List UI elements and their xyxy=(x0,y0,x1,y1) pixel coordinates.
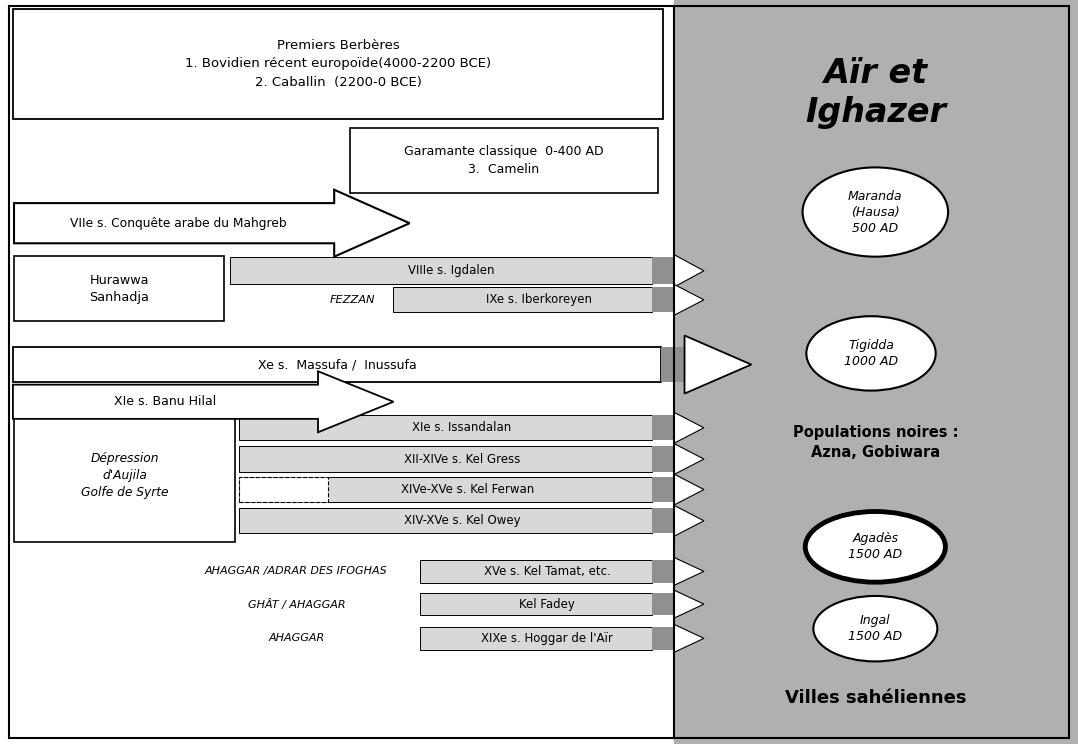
Text: Ingal
1500 AD: Ingal 1500 AD xyxy=(848,615,902,643)
Bar xyxy=(239,508,652,533)
Text: Garamante classique  0-400 AD
3.  Camelin: Garamante classique 0-400 AD 3. Camelin xyxy=(404,145,604,176)
Bar xyxy=(674,0,1078,744)
Text: AHAGGAR /ADRAR DES IFOGHAS: AHAGGAR /ADRAR DES IFOGHAS xyxy=(205,566,388,577)
Text: Villes sahéliennes: Villes sahéliennes xyxy=(785,689,966,707)
Bar xyxy=(652,593,674,615)
Text: Dépression
d'Aujila
Golfe de Syrte: Dépression d'Aujila Golfe de Syrte xyxy=(81,452,168,499)
Polygon shape xyxy=(13,371,393,432)
Bar xyxy=(420,627,652,650)
Text: XIe s. Banu Hilal: XIe s. Banu Hilal xyxy=(114,395,217,408)
Text: Premiers Berbères
1. Bovidien récent europoïde(4000-2200 BCE)
2. Caballin  (2200: Premiers Berbères 1. Bovidien récent eur… xyxy=(185,39,490,89)
Bar xyxy=(661,347,685,382)
Polygon shape xyxy=(674,590,704,618)
Polygon shape xyxy=(674,505,704,536)
Bar xyxy=(0,0,674,744)
Ellipse shape xyxy=(806,316,936,391)
Bar xyxy=(13,347,661,382)
Text: Hurawwa
Sanhadja: Hurawwa Sanhadja xyxy=(89,274,149,304)
Text: AHAGGAR: AHAGGAR xyxy=(268,633,324,644)
Polygon shape xyxy=(674,284,704,315)
Text: GHÂT / AHAGGAR: GHÂT / AHAGGAR xyxy=(248,599,345,609)
Text: Aïr et
Ighazer: Aïr et Ighazer xyxy=(805,57,945,129)
Text: Tigidda
1000 AD: Tigidda 1000 AD xyxy=(844,339,898,368)
Ellipse shape xyxy=(805,512,945,582)
Text: XIXe s. Hoggar de l'Aïr: XIXe s. Hoggar de l'Aïr xyxy=(481,632,613,645)
Ellipse shape xyxy=(802,167,949,257)
Text: Agadès
1500 AD: Agadès 1500 AD xyxy=(848,533,902,561)
Bar xyxy=(14,409,235,542)
Bar xyxy=(239,446,652,472)
Bar xyxy=(652,287,674,312)
Text: XII-XIVe s. Kel Gress: XII-XIVe s. Kel Gress xyxy=(404,452,520,466)
Bar xyxy=(652,508,674,533)
Polygon shape xyxy=(674,443,704,475)
Text: Populations noires :
Azna, Gobiwara: Populations noires : Azna, Gobiwara xyxy=(792,426,958,460)
Text: XIVe-XVe s. Kel Ferwan: XIVe-XVe s. Kel Ferwan xyxy=(401,483,534,496)
Bar xyxy=(652,257,674,284)
Bar xyxy=(420,560,652,583)
Bar xyxy=(13,9,663,119)
Polygon shape xyxy=(674,412,704,443)
Text: XIV-XVe s. Kel Owey: XIV-XVe s. Kel Owey xyxy=(403,514,521,527)
Bar xyxy=(652,415,674,440)
Text: VIIe s. Conquête arabe du Mahgreb: VIIe s. Conquête arabe du Mahgreb xyxy=(70,217,286,230)
Text: FEZZAN: FEZZAN xyxy=(330,295,375,305)
Polygon shape xyxy=(674,254,704,287)
Bar xyxy=(652,560,674,583)
Bar xyxy=(652,446,674,472)
Bar xyxy=(239,477,328,502)
Text: Maranda
(Hausa)
500 AD: Maranda (Hausa) 500 AD xyxy=(848,190,902,234)
Polygon shape xyxy=(14,190,410,257)
Text: IXe s. Iberkoreyen: IXe s. Iberkoreyen xyxy=(486,293,592,307)
Polygon shape xyxy=(685,336,751,394)
Bar xyxy=(239,415,652,440)
Text: XIe s. Issandalan: XIe s. Issandalan xyxy=(412,421,512,434)
Text: Kel Fadey: Kel Fadey xyxy=(520,597,575,611)
Bar xyxy=(393,287,652,312)
Bar xyxy=(420,593,652,615)
Text: XVe s. Kel Tamat, etc.: XVe s. Kel Tamat, etc. xyxy=(484,565,610,578)
Polygon shape xyxy=(674,624,704,652)
Bar xyxy=(239,477,652,502)
Text: Xe s.  Massufa /  Inussufa: Xe s. Massufa / Inussufa xyxy=(258,358,416,371)
Bar xyxy=(14,256,224,321)
Bar xyxy=(230,257,652,284)
Bar xyxy=(350,128,658,193)
Ellipse shape xyxy=(814,596,938,661)
Text: VIIIe s. Igdalen: VIIIe s. Igdalen xyxy=(409,264,495,278)
Polygon shape xyxy=(674,474,704,505)
Polygon shape xyxy=(674,557,704,586)
Bar xyxy=(652,477,674,502)
Bar xyxy=(652,627,674,650)
